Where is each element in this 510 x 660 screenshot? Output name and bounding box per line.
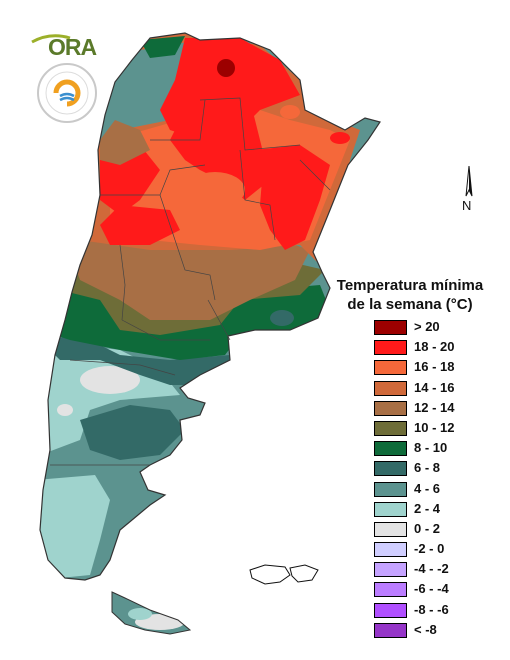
legend-item: 18 - 20: [374, 338, 504, 358]
legend-swatch: [374, 360, 407, 376]
legend-swatch: [374, 461, 407, 477]
legend-swatch: [374, 380, 407, 396]
legend-title-line2: de la semana (°C): [347, 296, 473, 313]
legend: > 20 18 - 20 16 - 18 14 - 16 12 - 14 10 …: [374, 318, 504, 641]
legend-swatch: [374, 400, 407, 416]
legend-item: 12 - 14: [374, 399, 504, 419]
north-arrow: N: [450, 160, 490, 220]
legend-item: -6 - -4: [374, 580, 504, 600]
legend-swatch: [374, 521, 407, 537]
country-outline: [39, 32, 381, 581]
legend-label: -6 - -4: [414, 581, 449, 597]
legend-label: -8 - -6: [414, 601, 449, 617]
legend-title: Temperatura mínima de la semana (°C): [318, 276, 502, 314]
ora-logo-text: ORA: [48, 34, 97, 60]
legend-swatch: [374, 602, 407, 618]
legend-label: 16 - 18: [414, 359, 455, 375]
legend-item: < -8: [374, 621, 504, 641]
legend-title-line1: Temperatura mínima: [336, 277, 484, 294]
legend-label: 0 - 2: [414, 520, 441, 536]
legend-label: 2 - 4: [414, 500, 441, 516]
legend-item: 10 - 12: [374, 419, 504, 439]
legend-label: -2 - 0: [414, 541, 445, 557]
legend-item: 4 - 6: [374, 480, 504, 500]
legend-label: -4 - -2: [414, 561, 449, 577]
ora-logo: ORA: [30, 28, 100, 60]
north-label: N: [462, 198, 472, 213]
legend-swatch: [374, 441, 407, 457]
legend-swatch: [374, 320, 407, 335]
legend-label: 8 - 10: [414, 440, 448, 456]
legend-swatch: [374, 420, 407, 436]
legend-item: 0 - 2: [374, 520, 504, 540]
legend-swatch: [374, 622, 407, 638]
legend-item: 14 - 16: [374, 379, 504, 399]
legend-label: < -8: [414, 621, 437, 637]
legend-item: 8 - 10: [374, 439, 504, 459]
legend-item: -2 - 0: [374, 540, 504, 560]
legend-label: 4 - 6: [414, 480, 441, 496]
legend-item: > 20: [374, 318, 504, 338]
ora-logo-icon: [31, 34, 71, 44]
legend-label: > 20: [414, 319, 440, 334]
legend-label: 10 - 12: [414, 419, 455, 435]
smn-seal-icon: [37, 63, 97, 123]
legend-label: 18 - 20: [414, 339, 455, 355]
legend-item: -4 - -2: [374, 560, 504, 580]
legend-item: -8 - -6: [374, 601, 504, 621]
legend-label: 14 - 16: [414, 379, 455, 395]
malvinas-islands: [249, 564, 319, 585]
legend-swatch: [374, 542, 407, 558]
north-arrow-icon: [465, 165, 473, 197]
legend-item: 16 - 18: [374, 358, 504, 378]
legend-swatch: [374, 481, 407, 497]
legend-label: 6 - 8: [414, 460, 441, 476]
province-borders: [50, 97, 331, 466]
legend-item: 6 - 8: [374, 459, 504, 479]
legend-swatch: [374, 562, 407, 578]
legend-swatch: [374, 582, 407, 598]
legend-swatch: [374, 501, 407, 517]
tdf-outline: [111, 591, 192, 635]
legend-item: 2 - 4: [374, 500, 504, 520]
legend-label: 12 - 14: [414, 399, 455, 415]
legend-swatch: [374, 340, 407, 356]
